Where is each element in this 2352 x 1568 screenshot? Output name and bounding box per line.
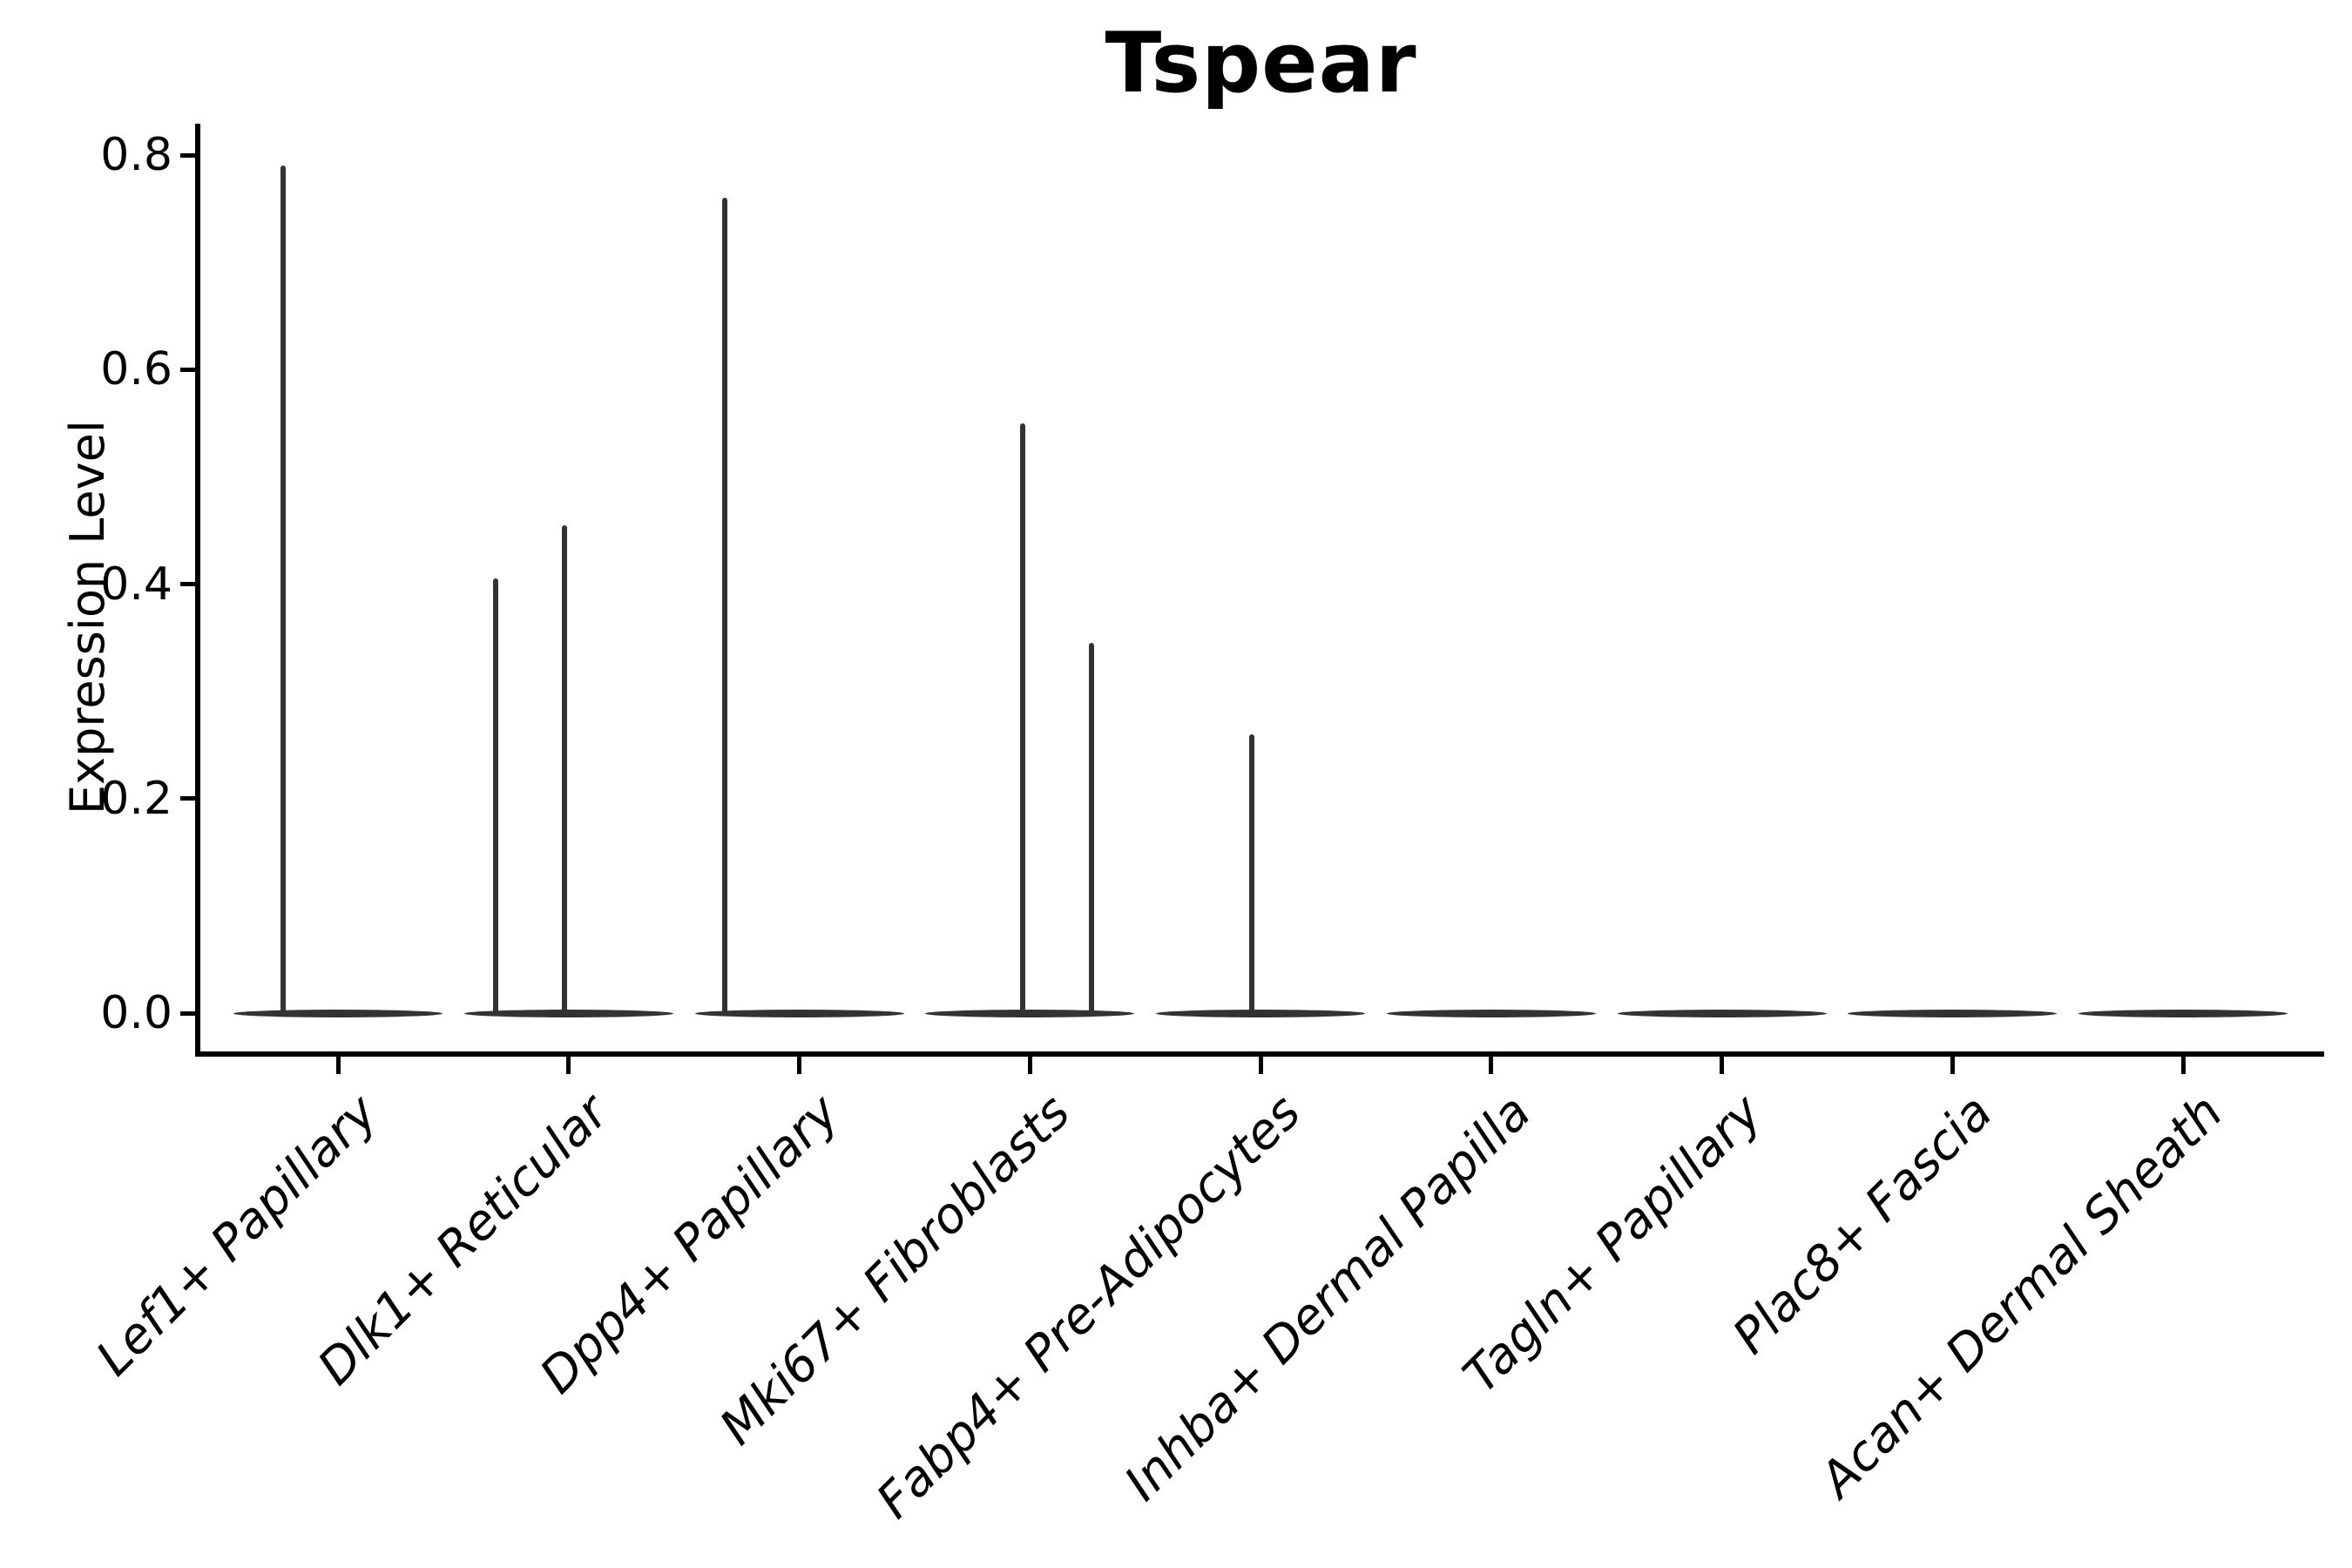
x-tick-mark [1489, 1057, 1494, 1074]
x-tick-mark [566, 1057, 571, 1074]
violin-spike [1020, 422, 1026, 1013]
violin-base [463, 1009, 673, 1017]
chart-title: Tspear [1105, 16, 1417, 112]
violin-base [1848, 1009, 2058, 1017]
violin-spike [1089, 643, 1095, 1013]
x-tick-mark [797, 1057, 801, 1074]
violin-base [1386, 1009, 1596, 1017]
violin-base [694, 1009, 904, 1017]
violin-base [233, 1009, 443, 1017]
x-tick-label: Inhba+ Dermal Papilla [1114, 1084, 1543, 1512]
y-tick-mark [180, 582, 198, 586]
violin-base [2078, 1009, 2288, 1017]
x-tick-mark [1258, 1057, 1263, 1074]
y-tick-mark [180, 796, 198, 801]
x-tick-label: Fabp4+ Pre-Adipocytes [866, 1084, 1312, 1530]
y-tick-label: 0.2 [100, 772, 172, 825]
violin-spike [721, 198, 727, 1013]
x-tick-mark [2180, 1057, 2186, 1074]
x-tick-mark [335, 1057, 341, 1074]
violin-base [1156, 1009, 1365, 1017]
y-tick-label: 0.4 [100, 558, 172, 611]
x-tick-mark [1720, 1057, 1724, 1074]
x-tick-label: Acan+ Dermal Sheath [1809, 1084, 2234, 1509]
y-tick-mark [180, 152, 198, 158]
y-axis-spine [195, 124, 200, 1057]
y-tick-label: 0.6 [100, 343, 172, 396]
violin-spike [280, 166, 286, 1013]
y-axis-label: Expression Level [60, 420, 115, 814]
y-tick-mark [180, 1010, 198, 1016]
x-tick-mark [1950, 1057, 1955, 1074]
y-tick-label: 0.0 [100, 987, 172, 1039]
y-tick-label: 0.8 [100, 129, 172, 181]
x-axis-spine [195, 1051, 2324, 1057]
violin-spike [561, 524, 567, 1013]
x-tick-mark [1027, 1057, 1032, 1074]
violin-base [1617, 1009, 1827, 1017]
violin-spike [1249, 733, 1254, 1013]
violin-spike [492, 578, 498, 1013]
y-tick-mark [180, 367, 198, 372]
violin-base [925, 1009, 1135, 1017]
